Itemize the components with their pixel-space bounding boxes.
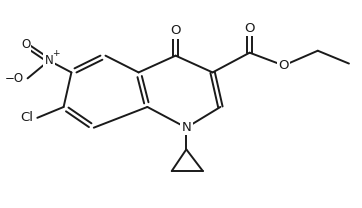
Text: −O: −O [5,72,24,85]
Text: +: + [52,49,60,58]
Text: O: O [171,25,181,37]
Text: N: N [181,121,191,134]
Text: O: O [278,59,289,72]
Text: O: O [244,22,255,35]
Text: N: N [45,54,53,67]
Text: O: O [21,38,30,51]
Text: Cl: Cl [20,111,33,124]
